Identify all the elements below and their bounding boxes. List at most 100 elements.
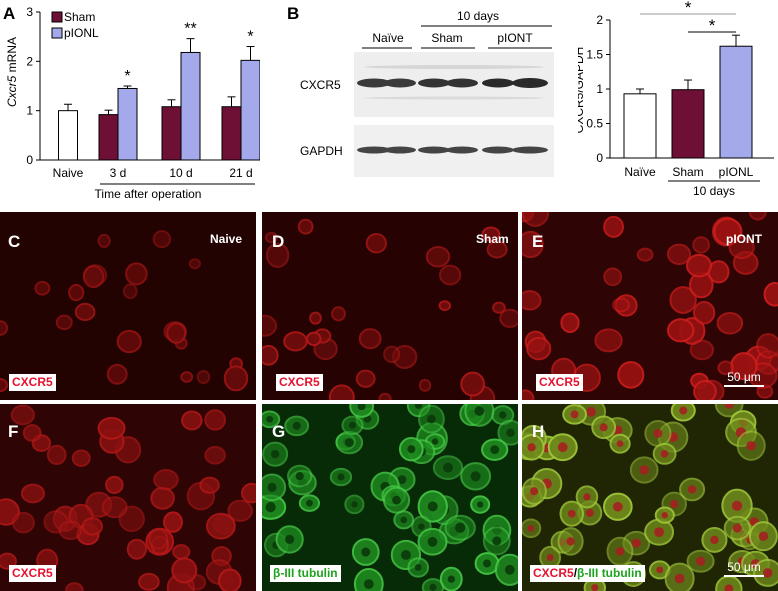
cell-body	[522, 389, 535, 400]
chart-b-ytick-label: 1	[596, 82, 603, 96]
cell-nucleus	[567, 509, 576, 518]
chart-a-ytick-label: 3	[26, 5, 33, 19]
cell-body	[355, 369, 376, 388]
cell-nucleus	[758, 531, 769, 541]
panel-d-letter: D	[272, 232, 285, 251]
panel-g-stain: β-III tubulin	[270, 565, 341, 582]
cell-nucleus	[615, 546, 625, 556]
cell-body	[560, 312, 580, 333]
legend-swatch-pionl	[51, 27, 63, 39]
chart-a-significance: *	[124, 68, 130, 85]
blot-row-cxcr5: CXCR5	[300, 78, 341, 92]
cell-body	[126, 538, 147, 560]
cell-nucleus	[724, 584, 734, 591]
cell-nucleus	[612, 501, 623, 512]
cell-body	[689, 339, 715, 361]
cell-nucleus	[492, 536, 502, 546]
cell-body	[763, 282, 778, 307]
blot-bands-gapdh	[357, 146, 548, 154]
cell-body	[499, 308, 518, 328]
cell-nucleus	[295, 472, 304, 481]
micrograph-d	[262, 212, 518, 400]
cell-nucleus	[292, 421, 301, 430]
chart-b-significance: *	[685, 0, 692, 17]
cell-body	[163, 511, 183, 533]
blot-period-label: 10 days	[457, 9, 499, 23]
cell-nucleus	[429, 583, 437, 591]
cell-body	[10, 404, 35, 426]
cell-nucleus	[746, 440, 756, 451]
cell-nucleus	[414, 404, 423, 409]
cell-nucleus	[474, 406, 485, 416]
cell-body	[82, 517, 103, 536]
micrograph-g	[262, 404, 518, 591]
chart-a-bar	[221, 106, 242, 161]
cell-nucleus	[470, 471, 481, 482]
cell-body	[34, 280, 51, 296]
blot-lane-naive: Naïve	[372, 31, 404, 45]
cell-body	[309, 311, 322, 325]
cell-body	[378, 392, 392, 400]
cell-body	[122, 283, 138, 300]
cell-body	[153, 469, 179, 491]
cell-body	[180, 371, 194, 383]
cell-nucleus	[656, 566, 664, 574]
cell-body	[218, 568, 242, 591]
cell-body	[439, 264, 462, 286]
cell-body	[20, 483, 45, 504]
cell-body	[65, 582, 84, 591]
cell-body	[612, 297, 630, 313]
cell-body	[603, 215, 624, 238]
chart-b-significance: *	[709, 16, 716, 35]
cell-nucleus	[732, 523, 742, 533]
cell-nucleus	[418, 523, 425, 530]
panel-h-stain-cxcr5: CXCR5	[533, 566, 574, 580]
chart-a-ytick-label: 2	[26, 54, 33, 68]
cell-nucleus	[585, 508, 594, 517]
chart-b-bar	[671, 89, 705, 159]
cell-nucleus	[527, 524, 535, 532]
cell-nucleus	[660, 449, 669, 458]
cell-nucleus	[674, 573, 685, 584]
chart-b-ytick-label: 1.5	[586, 48, 603, 62]
panel-a-letter: A	[3, 4, 16, 23]
chart-a-category-label: 3 d	[110, 166, 127, 180]
chart-a-bar	[180, 51, 201, 161]
chart-a-legend: Sham pIONL	[51, 10, 99, 40]
cell-body	[358, 328, 382, 350]
cell-body	[0, 320, 9, 336]
panel-d-stain: CXCR5	[276, 374, 323, 391]
cell-nucleus	[363, 579, 374, 590]
cell-body	[728, 236, 755, 259]
cell-nucleus	[687, 485, 697, 494]
panel-c-letter: C	[8, 232, 21, 251]
chart-b-group-label: 10 days	[693, 184, 735, 198]
cell-nucleus	[661, 511, 668, 519]
cell-body	[692, 236, 710, 254]
micrograph-h	[522, 404, 778, 591]
cell-body	[666, 243, 692, 265]
panel-g-letter: G	[272, 422, 286, 441]
cell-nucleus	[670, 499, 679, 509]
cell-nucleus	[499, 411, 507, 419]
cell-nucleus	[679, 406, 688, 415]
chart-b-ytick-label: 2	[596, 13, 603, 27]
cell-body	[636, 247, 654, 262]
chart-b-bar	[623, 93, 657, 159]
mF-texture	[0, 404, 256, 591]
chart-b-category-label: Naïve	[624, 165, 656, 179]
cell-nucleus	[566, 537, 575, 546]
cell-body	[11, 511, 35, 534]
cell-body	[667, 318, 695, 343]
panel-h-scale-line	[724, 575, 764, 577]
panel-c-condition: Naive	[210, 232, 243, 246]
cell-body	[150, 486, 175, 510]
cell-body	[594, 328, 623, 353]
cell-nucleus	[431, 438, 439, 445]
cell-nucleus	[504, 564, 515, 575]
cell-body	[116, 329, 142, 354]
panel-b-letter: B	[287, 4, 300, 23]
chart-a-ylabel-rest: mRNA	[5, 37, 19, 76]
cell-body	[152, 230, 172, 249]
cell-body	[227, 499, 253, 522]
